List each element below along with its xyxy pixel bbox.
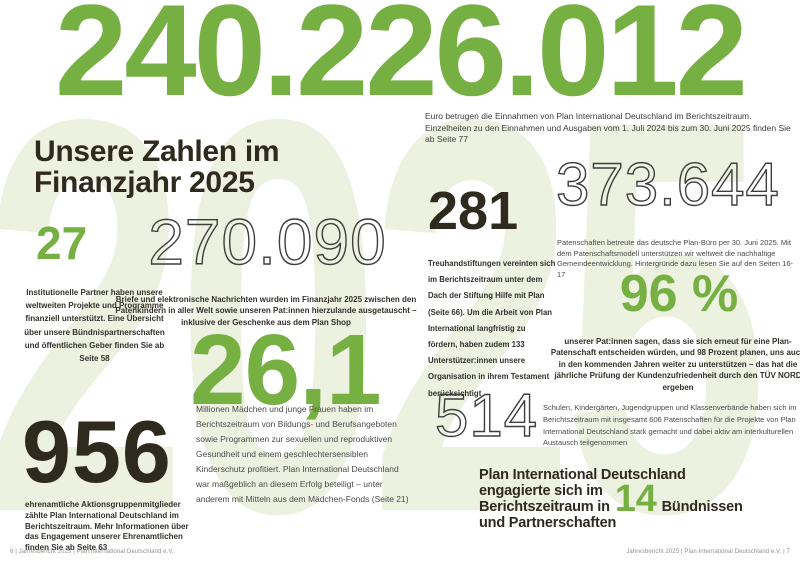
footer-page-right: Jahresbericht 2025 | Plan International …: [626, 549, 790, 555]
stat-sponsorships-text: Patenschaften betreute das deutsche Plan…: [557, 238, 793, 279]
stat-institutional-partners-value: 27: [36, 217, 88, 269]
alliances-line1: Plan International Deutschland: [479, 467, 686, 483]
stat-schools-value: 514: [434, 382, 539, 449]
stat-trust-foundations-text: Treuhandstiftungen vereinten sich im Ber…: [428, 259, 556, 398]
alliances-line3-post: Bündnissen: [661, 499, 743, 515]
alliances-line3-pre: Berichtszeitraum in: [479, 499, 610, 515]
page-title-line2: Finanzjahr 2025: [34, 166, 255, 199]
alliances-line2: engagierte sich im: [479, 482, 603, 499]
hero-income-caption: Euro betrugen die Einnahmen von Plan Int…: [425, 111, 791, 144]
stat-girls-reached-value: 26,1: [190, 314, 382, 426]
page-title-line1: Unsere Zahlen im: [34, 135, 280, 168]
stat-alliances-value: 14: [614, 478, 657, 520]
page-title: Unsere Zahlen im Finanzjahr 2025: [34, 135, 280, 199]
stat-volunteers-value: 956: [22, 402, 172, 501]
stat-schools-text: Schulen, Kindergärten, Jugendgruppen und…: [543, 403, 797, 448]
stat-sponsorships-value: 373.644: [555, 151, 780, 218]
stat-trust-foundations-value: 281: [428, 181, 519, 241]
stat-girls-reached-text: Millionen Mädchen und junge Frauen haben…: [196, 404, 409, 504]
year-watermark: 2025: [0, 3, 769, 566]
footer-page-left: 6 | Jahresbericht 2025 | Plan Internatio…: [10, 549, 174, 555]
hero-income-value: 240.226.012: [55, 0, 748, 123]
alliances-line3: Berichtszeitraum in 14 Bündnissen: [479, 480, 799, 518]
stat-institutional-partners-text: Institutionelle Partner haben unsere wel…: [24, 288, 165, 364]
alliances-line4: und Partnerschaften: [479, 514, 617, 531]
stat-alliances: Plan International Deutschland engagiert…: [479, 467, 799, 531]
stat-letters-text: Briefe und elektronische Nachrichten wur…: [115, 295, 417, 327]
stat-volunteers-text: ehrenamtliche Aktionsgruppenmitglieder z…: [25, 500, 189, 553]
stat-satisfaction-value: 96 %: [619, 265, 739, 323]
stat-letters-value: 270.090: [148, 206, 387, 278]
stat-satisfaction-text: unserer Pat:innen sagen, dass sie sich e…: [550, 337, 800, 392]
